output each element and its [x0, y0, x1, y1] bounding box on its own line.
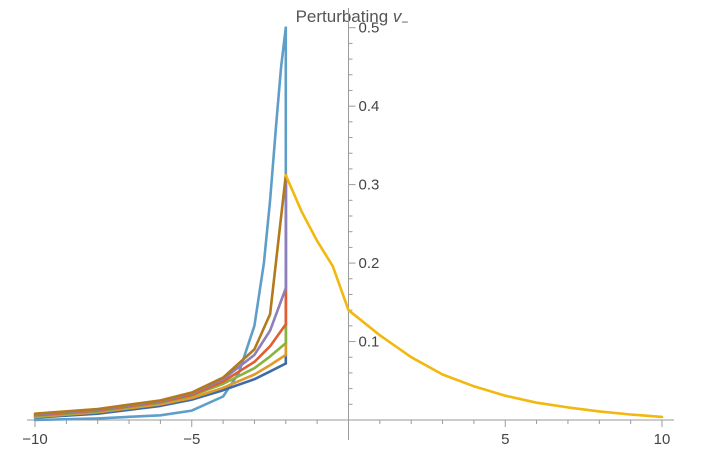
chart-title: Perturbating v− — [296, 7, 409, 29]
x-tick-label: 10 — [654, 431, 671, 448]
series-3-left-branch — [33, 353, 288, 419]
series-2-left-branch — [33, 362, 288, 419]
chart-title-variable: v — [393, 7, 403, 26]
y-tick-label: 0.4 — [359, 98, 380, 115]
chart-title-text: Perturbating — [296, 7, 393, 26]
right-branch-curve — [284, 173, 664, 419]
series-7-left-branch — [33, 173, 288, 415]
x-tick-label: 5 — [501, 431, 509, 448]
y-tick-label: 0.5 — [359, 20, 380, 37]
x-tick-label: −10 — [22, 431, 47, 448]
series-1-left-branch — [33, 26, 288, 422]
series-6-left-branch — [33, 286, 288, 416]
y-tick-label: 0.3 — [359, 177, 380, 194]
y-tick-label: 0.2 — [359, 255, 380, 272]
ticks: −10 −5 5 10 0.1 0.2 0.3 0.4 0.5 — [22, 20, 670, 448]
y-tick-label: 0.1 — [359, 334, 380, 351]
plot-area — [33, 26, 664, 422]
chart-title-subscript: − — [401, 15, 408, 29]
axes — [27, 8, 674, 440]
x-tick-label: −5 — [183, 431, 200, 448]
